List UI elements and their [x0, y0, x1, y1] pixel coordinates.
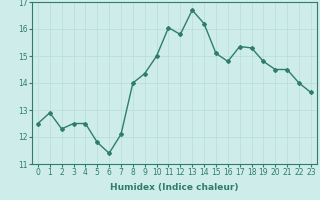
X-axis label: Humidex (Indice chaleur): Humidex (Indice chaleur): [110, 183, 239, 192]
